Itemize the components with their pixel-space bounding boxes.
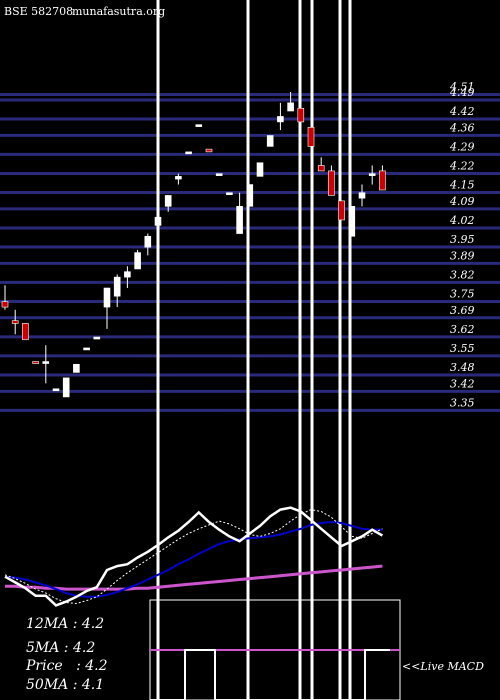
macd-panel [149, 599, 401, 700]
y-tick-label: 4.29 [449, 140, 475, 153]
candle-up [164, 195, 172, 207]
candle-up [246, 184, 254, 207]
y-tick-label: 4.49 [449, 86, 475, 99]
ma-label-12: 12MA : 4.2 [26, 616, 105, 632]
candle-up [52, 388, 60, 392]
macd-live-label: <<Live MACD [402, 660, 484, 673]
candle-down [307, 127, 315, 147]
candle-down [317, 165, 325, 172]
y-tick-label: 4.51 [449, 81, 475, 94]
y-tick-label: 4.42 [449, 105, 475, 118]
candle-up [236, 206, 243, 234]
candle-up [103, 287, 111, 308]
candle-up [113, 276, 121, 297]
y-tick-label: 3.75 [450, 287, 475, 300]
candle-up [175, 176, 182, 180]
y-tick-label: 3.82 [450, 268, 475, 281]
ma-label-5: 5MA : 4.2 [26, 640, 96, 656]
candle-down [205, 148, 213, 153]
candle-up [83, 347, 90, 351]
candle-up [358, 192, 366, 199]
candle-down [379, 170, 386, 191]
candle-up [62, 377, 70, 398]
ma-label-50: 50MA : 4.1 [26, 677, 105, 693]
y-tick-label: 3.48 [450, 361, 475, 374]
candle-down [338, 200, 345, 221]
candle-up [185, 151, 192, 155]
candle-down [22, 323, 29, 341]
candle-up [266, 135, 274, 147]
y-tick-label: 3.89 [450, 249, 475, 262]
candle-up [73, 363, 80, 373]
candle-up [124, 271, 131, 278]
candle-up [277, 116, 284, 123]
candle-up [226, 192, 233, 196]
candle-down [32, 361, 39, 364]
y-tick-labels: 4.514.49 4.42 4.36 4.29 4.22 4.15 4.09 4.02 3.95… [449, 81, 475, 410]
candle-down [1, 301, 9, 308]
candle-up [144, 235, 152, 248]
site-label: munafasutra.org [72, 5, 166, 18]
candle-up [195, 124, 203, 127]
candle-down [11, 320, 19, 324]
ma-slow-line [4, 520, 383, 598]
candles [1, 86, 386, 398]
ma-label-price: Price : 4.2 [26, 658, 108, 674]
y-tick-label: 4.22 [449, 159, 475, 172]
ma-long-line [5, 564, 383, 591]
macd-signal [150, 649, 390, 700]
candle-up [42, 361, 50, 364]
y-tick-label: 3.62 [450, 323, 475, 336]
y-tick-label: 3.95 [450, 233, 475, 246]
candle-up [287, 102, 294, 112]
y-tick-label: 4.36 [449, 121, 475, 134]
ma-fast-line [4, 509, 383, 605]
vertical-markers [156, 0, 352, 700]
candle-up [215, 173, 223, 176]
candle-up [154, 216, 162, 226]
y-tick-label: 3.55 [450, 342, 475, 355]
candle-down [297, 107, 305, 123]
candle-up [93, 336, 101, 340]
indicator-lines [4, 506, 384, 607]
candle-up [348, 206, 356, 237]
price-gridlines [0, 93, 500, 412]
symbol-label: BSE 582708 [4, 5, 74, 18]
price-line [4, 506, 384, 607]
y-tick-label: 3.42 [450, 377, 475, 390]
candle-up [368, 173, 376, 176]
candle-down [328, 170, 335, 196]
y-tick-label: 4.09 [449, 195, 475, 208]
y-tick-label: 3.69 [450, 304, 475, 317]
y-tick-label: 3.35 [450, 396, 475, 409]
y-tick-label: 4.02 [449, 214, 475, 227]
candle-up [256, 162, 264, 177]
candle-up [134, 252, 141, 270]
y-tick-label: 4.15 [449, 179, 475, 192]
